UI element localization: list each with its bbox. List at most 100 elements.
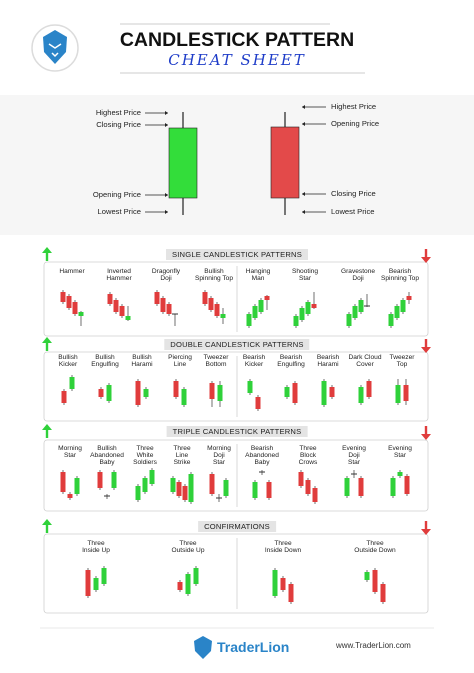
candle	[292, 383, 298, 403]
pattern-label: Piercing Line	[168, 354, 192, 368]
pattern-label: Hanging Man	[245, 268, 271, 282]
candle	[298, 472, 304, 486]
candle	[400, 300, 406, 312]
candle	[223, 480, 229, 496]
candle	[358, 478, 364, 496]
anatomy-label: Closing Price	[96, 120, 141, 129]
pattern-label: Three White Soldiers	[133, 445, 157, 466]
pattern-label: Morning Star	[58, 445, 82, 459]
section-title: SINGLE CANDLESTICK PATTERNS	[165, 249, 309, 260]
pattern-label: Shooting Star	[291, 268, 319, 282]
pattern-label: Dark Cloud Cover	[348, 354, 382, 368]
section-box	[43, 533, 429, 614]
pointer-head	[165, 111, 168, 115]
candle	[395, 385, 401, 403]
candle	[358, 387, 364, 403]
candle	[380, 584, 386, 602]
candle	[246, 314, 252, 326]
brand: TraderLion	[217, 639, 290, 655]
candle	[344, 478, 350, 496]
pattern-label: Tweezer Top	[389, 354, 415, 368]
candle	[173, 381, 179, 397]
candle	[202, 292, 208, 304]
down-arrow-head	[421, 257, 431, 263]
candle	[404, 476, 410, 494]
pattern-label: Inverted Hammer	[106, 268, 132, 282]
candle	[135, 381, 141, 405]
anatomy-label: Opening Price	[92, 190, 141, 199]
candle	[312, 488, 318, 502]
candle	[85, 570, 91, 596]
candle	[305, 480, 311, 494]
candle	[125, 316, 131, 320]
candle	[185, 574, 191, 594]
up-arrow-head	[42, 519, 52, 525]
pattern-label: Gravestone Doji	[340, 268, 376, 282]
candle	[106, 385, 112, 401]
down-arrow-head	[421, 347, 431, 353]
candle	[66, 296, 72, 308]
pattern-label: Three Outside Down	[354, 540, 396, 554]
candle	[264, 296, 270, 300]
candle	[305, 302, 311, 314]
up-arrow-head	[42, 247, 52, 253]
candle	[272, 570, 278, 596]
logo-lion	[43, 30, 67, 64]
pointer-head	[165, 193, 168, 197]
candle	[214, 304, 220, 316]
candle	[252, 482, 258, 498]
candle	[193, 568, 199, 584]
candle	[61, 391, 67, 403]
candle	[98, 389, 104, 397]
candle	[135, 486, 141, 500]
candle	[60, 292, 66, 302]
candle	[69, 377, 75, 389]
section-title: TRIPLE CANDLESTICK PATTERNS	[166, 426, 308, 437]
up-arrow-head	[42, 424, 52, 430]
candle	[280, 578, 286, 590]
candle	[119, 306, 125, 316]
anatomy-label: Closing Price	[331, 189, 376, 198]
footer-logo	[194, 636, 212, 659]
candle	[390, 478, 396, 496]
logo-face	[48, 43, 62, 58]
pointer-head	[302, 105, 305, 109]
candle	[149, 470, 155, 484]
candle	[299, 308, 305, 320]
pattern-label: Bearish Engulfing	[277, 354, 305, 368]
candle	[97, 472, 103, 488]
candle	[170, 478, 176, 492]
pattern-label: Bearish Harami	[316, 354, 340, 368]
candle	[293, 316, 299, 326]
candle	[220, 314, 226, 318]
bullish-candle	[168, 127, 198, 199]
candle	[60, 472, 66, 492]
title: CANDLESTICK PATTERN	[119, 29, 355, 51]
subtitle: CHEAT SHEET	[168, 51, 306, 69]
candle	[403, 385, 409, 401]
pointer-head	[302, 192, 305, 196]
pattern-label: Bullish Abandoned Baby	[90, 445, 124, 466]
candle	[154, 292, 160, 304]
candle	[252, 306, 258, 318]
anatomy-label: Lowest Price	[331, 207, 375, 216]
down-arrow-head	[421, 434, 431, 440]
candle	[394, 306, 400, 318]
pattern-label: Bearish Spinning Top	[380, 268, 420, 282]
url: www.TraderLion.com	[336, 641, 411, 650]
candle	[406, 296, 412, 300]
candle	[166, 304, 172, 314]
pattern-label: Tweezer Bottom	[203, 354, 229, 368]
candle	[113, 300, 119, 312]
anatomy-bg	[0, 95, 474, 235]
candle	[358, 300, 364, 312]
pattern-label: Bullish Harami	[131, 354, 153, 368]
pattern-label: Three Inside Up	[82, 540, 110, 554]
pattern-label: Morning Doji Star	[207, 445, 231, 466]
candle	[188, 474, 194, 502]
candle	[258, 300, 264, 312]
candle	[209, 474, 215, 494]
candle	[288, 584, 294, 602]
